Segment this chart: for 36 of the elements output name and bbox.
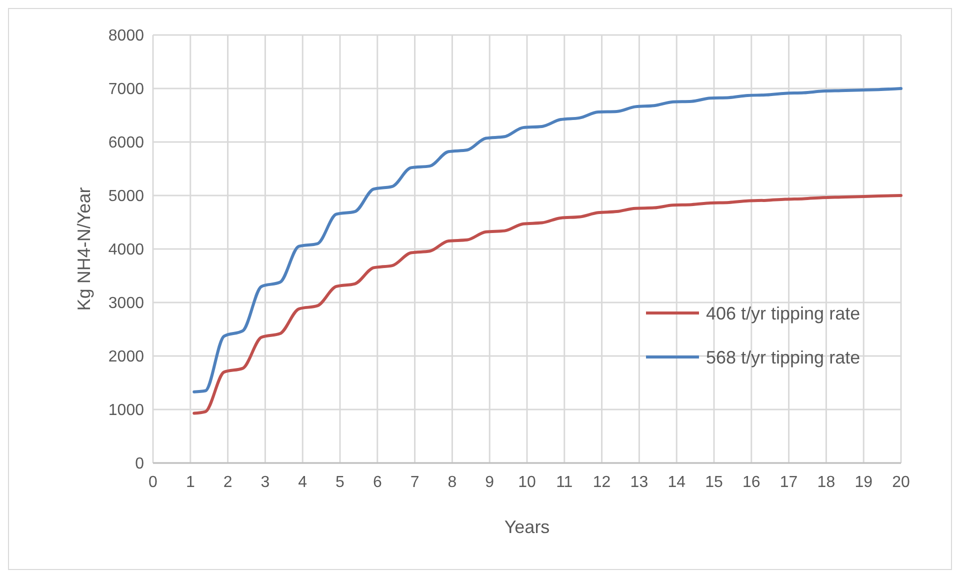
- x-tick-label: 17: [780, 474, 798, 491]
- y-tick-label: 7000: [108, 81, 144, 98]
- x-tick-label: 11: [556, 474, 573, 491]
- x-tick-label: 14: [668, 474, 686, 491]
- x-tick-label: 6: [372, 474, 382, 491]
- x-tick-label: 3: [260, 474, 270, 491]
- y-tick-label: 0: [135, 456, 144, 473]
- x-tick-label: 0: [148, 474, 158, 491]
- line-series: [192, 194, 902, 415]
- x-tick-label: 7: [410, 474, 420, 491]
- x-tick-label: 20: [892, 474, 910, 491]
- x-tick-label: 9: [485, 474, 494, 491]
- x-tick-label: 2: [223, 474, 232, 491]
- y-tick-label: 4000: [108, 242, 144, 259]
- legend-label: 406 t/yr tipping rate: [706, 303, 860, 324]
- x-tick-label: 1: [186, 474, 195, 491]
- y-tick-label: 1000: [108, 402, 144, 420]
- y-tick-label: 8000: [108, 28, 144, 45]
- line-series: [192, 87, 902, 394]
- x-tick-label: 5: [336, 474, 345, 491]
- x-tick-label: 10: [518, 474, 536, 491]
- x-tick-label: 13: [630, 474, 648, 491]
- x-tick-label: 8: [448, 474, 457, 491]
- y-axis-title: Kg NH4-N/Year: [74, 187, 94, 311]
- x-tick-label: 4: [298, 474, 308, 491]
- legend-label: 568 t/yr tipping rate: [706, 347, 860, 368]
- x-tick-label: 19: [854, 474, 873, 491]
- y-tick-label: 2000: [108, 348, 144, 366]
- y-tick-label: 3000: [108, 295, 144, 312]
- x-tick-label: 12: [592, 474, 611, 491]
- x-tick-label: 15: [705, 474, 723, 491]
- y-tick-label: 5000: [108, 188, 144, 206]
- x-axis-title: Years: [504, 517, 550, 537]
- y-tick-label: 6000: [108, 134, 144, 152]
- x-tick-label: 18: [817, 474, 836, 491]
- x-tick-label: 16: [742, 474, 760, 491]
